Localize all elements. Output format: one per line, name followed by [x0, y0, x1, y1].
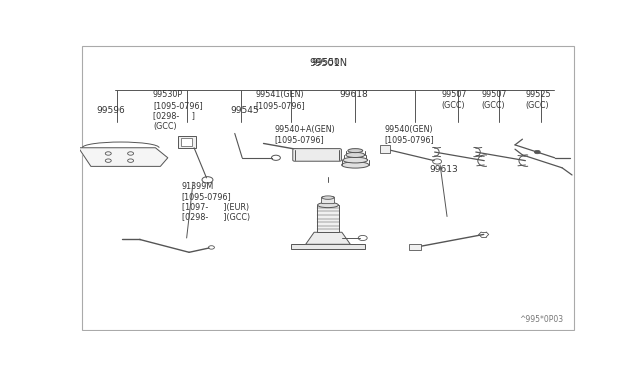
Ellipse shape — [346, 153, 365, 157]
Ellipse shape — [343, 157, 368, 163]
Text: 99613: 99613 — [429, 165, 458, 174]
Text: 99540(GEN)
[1095-0796]: 99540(GEN) [1095-0796] — [385, 125, 435, 144]
Text: 99507
(GCC): 99507 (GCC) — [482, 90, 508, 110]
Text: 99501N: 99501N — [309, 58, 347, 68]
FancyBboxPatch shape — [181, 138, 192, 146]
Ellipse shape — [317, 202, 339, 208]
Text: 99507
(GCC): 99507 (GCC) — [441, 90, 467, 110]
Ellipse shape — [342, 162, 369, 168]
FancyBboxPatch shape — [291, 244, 365, 250]
Circle shape — [534, 150, 540, 154]
Text: 99540+A(GEN)
[1095-0796]: 99540+A(GEN) [1095-0796] — [275, 125, 335, 144]
Text: 99530P
[1095-0796]
[0298-     ]
(GCC): 99530P [1095-0796] [0298- ] (GCC) — [153, 90, 203, 131]
Text: 99596: 99596 — [97, 106, 125, 115]
Text: 99525
(GCC): 99525 (GCC) — [525, 90, 551, 110]
Text: 99550: 99550 — [311, 58, 340, 67]
Ellipse shape — [348, 149, 363, 153]
Polygon shape — [79, 148, 168, 166]
Text: 91399M
[1095-0796]
[1097-      ](EUR)
[0298-      ](GCC): 91399M [1095-0796] [1097- ](EUR) [0298- … — [182, 182, 250, 222]
Text: 99545: 99545 — [230, 106, 259, 115]
Text: 99541(GEN)
[1095-0796]: 99541(GEN) [1095-0796] — [255, 90, 305, 110]
FancyBboxPatch shape — [178, 136, 196, 148]
FancyBboxPatch shape — [317, 205, 339, 232]
FancyBboxPatch shape — [380, 145, 390, 154]
FancyBboxPatch shape — [292, 149, 341, 161]
FancyBboxPatch shape — [321, 197, 335, 203]
Ellipse shape — [322, 196, 334, 199]
Polygon shape — [306, 232, 350, 244]
FancyBboxPatch shape — [410, 244, 421, 250]
Text: ^995*0P03: ^995*0P03 — [519, 315, 563, 324]
Text: 99618: 99618 — [339, 90, 367, 99]
